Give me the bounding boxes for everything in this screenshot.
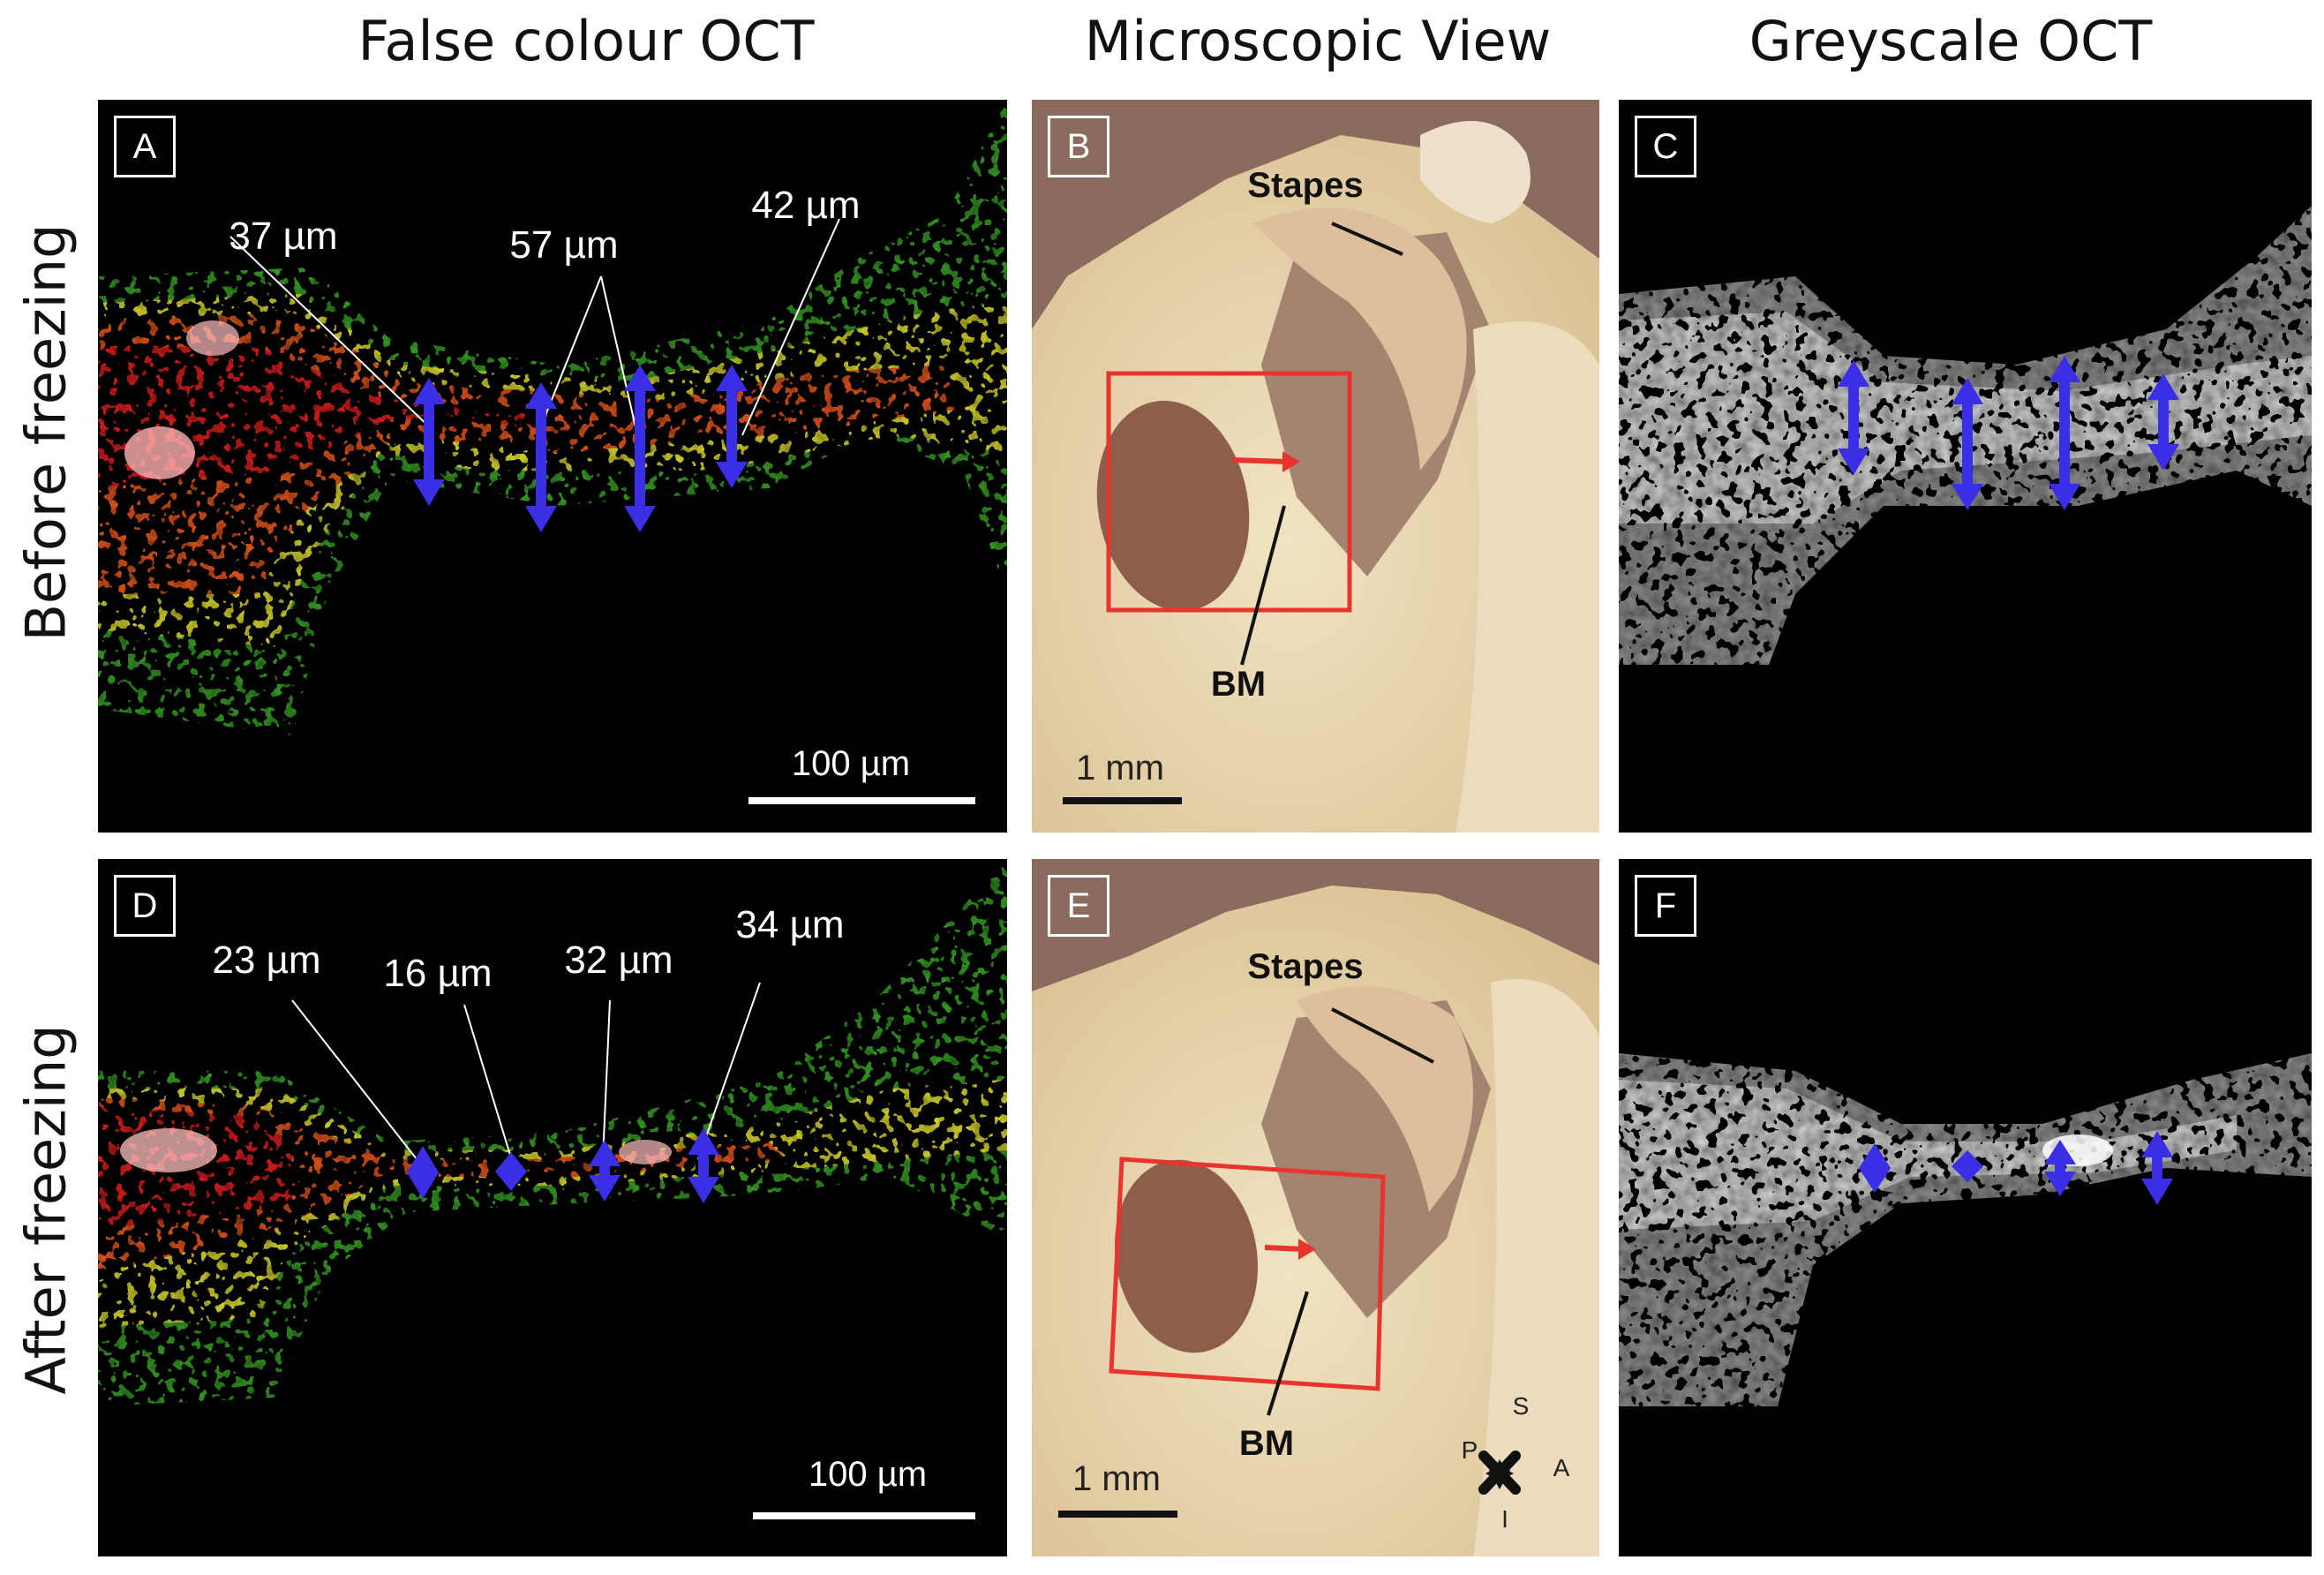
oct-false-colour-image xyxy=(98,100,1007,735)
scale-bar-e xyxy=(1058,1511,1177,1518)
compass-label-p: P xyxy=(1461,1436,1478,1464)
thickness-arrows-c xyxy=(1838,356,2179,510)
thickness-arrows-a xyxy=(229,218,840,532)
thickness-arrows-f xyxy=(1859,1131,2173,1205)
thickness-label-23: 23 µm xyxy=(212,938,321,982)
scale-bar-a xyxy=(748,797,975,804)
scale-bar-label-a: 100 µm xyxy=(791,744,911,783)
panel-b-microscopic-before: B Stapes BM 1 mm xyxy=(1032,100,1599,833)
compass-label-a: A xyxy=(1553,1454,1570,1481)
stapes-label-b: Stapes xyxy=(1247,166,1364,205)
column-title-microscopic: Microscopic View xyxy=(1084,9,1552,73)
scale-bar-label-e: 1 mm xyxy=(1072,1459,1161,1498)
panel-letter-d: D xyxy=(114,875,176,937)
oct-false-colour-image xyxy=(98,859,1007,1406)
column-title-greyscale: Greyscale OCT xyxy=(1749,9,2153,73)
row-title-before: Before freezing xyxy=(13,223,79,642)
compass-label-s: S xyxy=(1512,1392,1530,1420)
bm-label-b: BM xyxy=(1210,665,1267,704)
thickness-label-16: 16 µm xyxy=(383,952,493,995)
thickness-label-42: 42 µm xyxy=(751,184,861,227)
panel-letter-b: B xyxy=(1048,116,1109,177)
panel-a-false-colour-before: A 37 µm 57 µm 42 µm 100 µm xyxy=(98,100,1007,833)
panel-letter-c: C xyxy=(1635,116,1696,177)
thickness-label-57: 57 µm xyxy=(509,223,619,267)
stapes-label-e: Stapes xyxy=(1247,947,1364,986)
panel-c-greyscale-before: C xyxy=(1619,100,2312,833)
thickness-arrows-d xyxy=(291,982,761,1203)
panel-letter-a: A xyxy=(114,116,176,177)
bm-label-e: BM xyxy=(1238,1424,1295,1463)
row-title-after: After freezing xyxy=(13,1024,79,1395)
thickness-label-34: 34 µm xyxy=(735,903,845,946)
compass-label-i: I xyxy=(1501,1505,1508,1533)
panel-letter-f: F xyxy=(1635,875,1696,937)
scale-bar-b xyxy=(1063,797,1182,804)
thickness-label-37: 37 µm xyxy=(229,215,338,258)
microscope-image-b xyxy=(1032,100,1599,833)
scale-bar-label-d: 100 µm xyxy=(808,1455,928,1494)
scale-bar-d xyxy=(753,1512,975,1519)
panel-d-false-colour-after: D 23 µm 16 µm 32 µm 34 µm 100 µm xyxy=(98,859,1007,1556)
microscope-image-e xyxy=(1032,859,1599,1556)
panel-e-microscopic-after: E Stapes BM 1 mm S P A I xyxy=(1032,859,1599,1556)
thickness-label-32: 32 µm xyxy=(564,938,673,982)
column-title-false-colour: False colour OCT xyxy=(357,9,815,73)
panel-f-greyscale-after: F xyxy=(1619,859,2312,1556)
annotations-e xyxy=(1109,1007,1521,1495)
panel-letter-e: E xyxy=(1048,875,1109,937)
annotations-b xyxy=(1106,222,1403,666)
scale-bar-label-b: 1 mm xyxy=(1076,749,1164,788)
